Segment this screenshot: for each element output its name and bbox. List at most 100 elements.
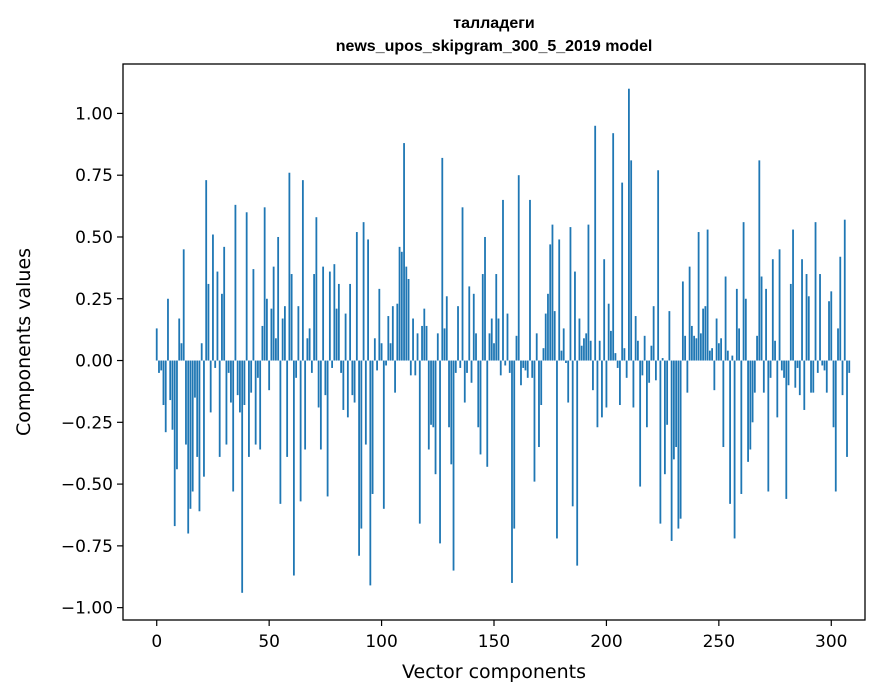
bar-75 [324, 360, 327, 396]
bar-92 [362, 222, 365, 361]
bar-145 [481, 274, 484, 361]
bar-203 [612, 133, 615, 361]
bar-16 [191, 360, 194, 492]
bar-280 [785, 360, 788, 499]
bar-232 [677, 360, 680, 529]
bar-277 [778, 249, 781, 361]
x-tick-label-150: 150 [478, 632, 510, 652]
bar-139 [468, 286, 471, 361]
y-tick-label-4: 0.00 [75, 352, 113, 372]
bar-21 [203, 360, 205, 477]
bar-308 [848, 360, 851, 373]
bar-132 [452, 360, 455, 571]
bar-19 [198, 360, 201, 512]
bar-30 [223, 246, 226, 361]
bar-11 [180, 343, 183, 361]
bar-294 [816, 360, 819, 373]
bar-35 [234, 204, 237, 361]
bar-220 [650, 345, 653, 361]
bar-154 [502, 199, 504, 361]
bar-258 [735, 288, 738, 361]
bar-68 [308, 328, 311, 361]
bar-207 [621, 182, 624, 361]
bar-48 [263, 207, 266, 361]
bar-104 [389, 343, 392, 361]
bar-90 [358, 360, 360, 556]
bar-44 [254, 360, 257, 445]
bar-273 [769, 360, 772, 378]
bar-136 [461, 207, 464, 361]
bar-32 [227, 360, 230, 373]
bar-234 [681, 281, 684, 361]
bar-3 [162, 360, 165, 406]
bar-281 [787, 360, 790, 386]
bar-14 [187, 360, 190, 534]
bar-113 [409, 360, 412, 376]
bar-112 [407, 278, 410, 361]
bar-115 [414, 360, 417, 376]
bar-255 [729, 360, 731, 504]
bar-225 [661, 358, 664, 361]
bar-250 [717, 343, 720, 361]
bar-214 [637, 340, 639, 361]
bar-211 [630, 160, 633, 361]
bar-38 [241, 360, 244, 593]
bar-49 [266, 298, 268, 361]
bar-15 [189, 360, 192, 509]
bar-10 [178, 318, 181, 361]
bar-0 [155, 328, 158, 361]
bar-142 [475, 333, 477, 361]
bar-99 [378, 288, 381, 361]
x-tick-label-250: 250 [703, 632, 735, 652]
y-tick-label-0: −1.00 [61, 599, 113, 619]
bar-302 [834, 360, 837, 492]
bar-129 [445, 296, 448, 361]
bar-261 [742, 222, 745, 361]
bar-240 [695, 338, 698, 361]
bar-27 [216, 271, 219, 361]
bar-105 [391, 306, 394, 361]
bar-262 [744, 298, 747, 361]
bar-160 [515, 335, 518, 361]
bar-71 [315, 217, 318, 361]
bar-146 [484, 236, 486, 361]
bar-253 [724, 276, 727, 361]
bar-222 [654, 360, 657, 381]
bar-185 [571, 360, 574, 507]
bar-219 [648, 360, 651, 383]
bar-43 [252, 269, 255, 361]
bar-26 [214, 360, 217, 368]
bar-200 [605, 360, 608, 408]
chart-subtitle: news_upos_skipgram_300_5_2019 model [336, 38, 653, 55]
bar-70 [313, 274, 316, 361]
y-tick-label-3: −0.25 [61, 413, 113, 433]
bar-174 [547, 293, 549, 361]
bar-74 [322, 266, 325, 361]
bar-217 [643, 335, 646, 361]
bar-286 [798, 360, 801, 396]
bar-235 [684, 335, 687, 361]
bar-120 [425, 325, 428, 361]
bar-282 [789, 283, 792, 361]
bar-117 [418, 360, 421, 524]
bar-204 [614, 353, 617, 361]
bar-95 [369, 360, 372, 586]
bar-84 [344, 313, 347, 361]
bar-110 [403, 143, 405, 361]
bar-133 [454, 360, 457, 373]
bar-18 [196, 360, 199, 457]
bar-175 [549, 244, 552, 361]
bar-79 [333, 264, 336, 361]
bar-98 [376, 360, 378, 371]
bar-59 [288, 172, 291, 361]
bar-152 [497, 318, 500, 361]
bars-group [155, 88, 851, 593]
bar-29 [221, 293, 223, 361]
bar-94 [367, 239, 369, 361]
bar-288 [803, 360, 806, 410]
bar-103 [387, 316, 390, 361]
bar-62 [295, 360, 298, 378]
bar-86 [349, 283, 351, 361]
bar-87 [351, 360, 354, 396]
bar-246 [708, 350, 711, 361]
